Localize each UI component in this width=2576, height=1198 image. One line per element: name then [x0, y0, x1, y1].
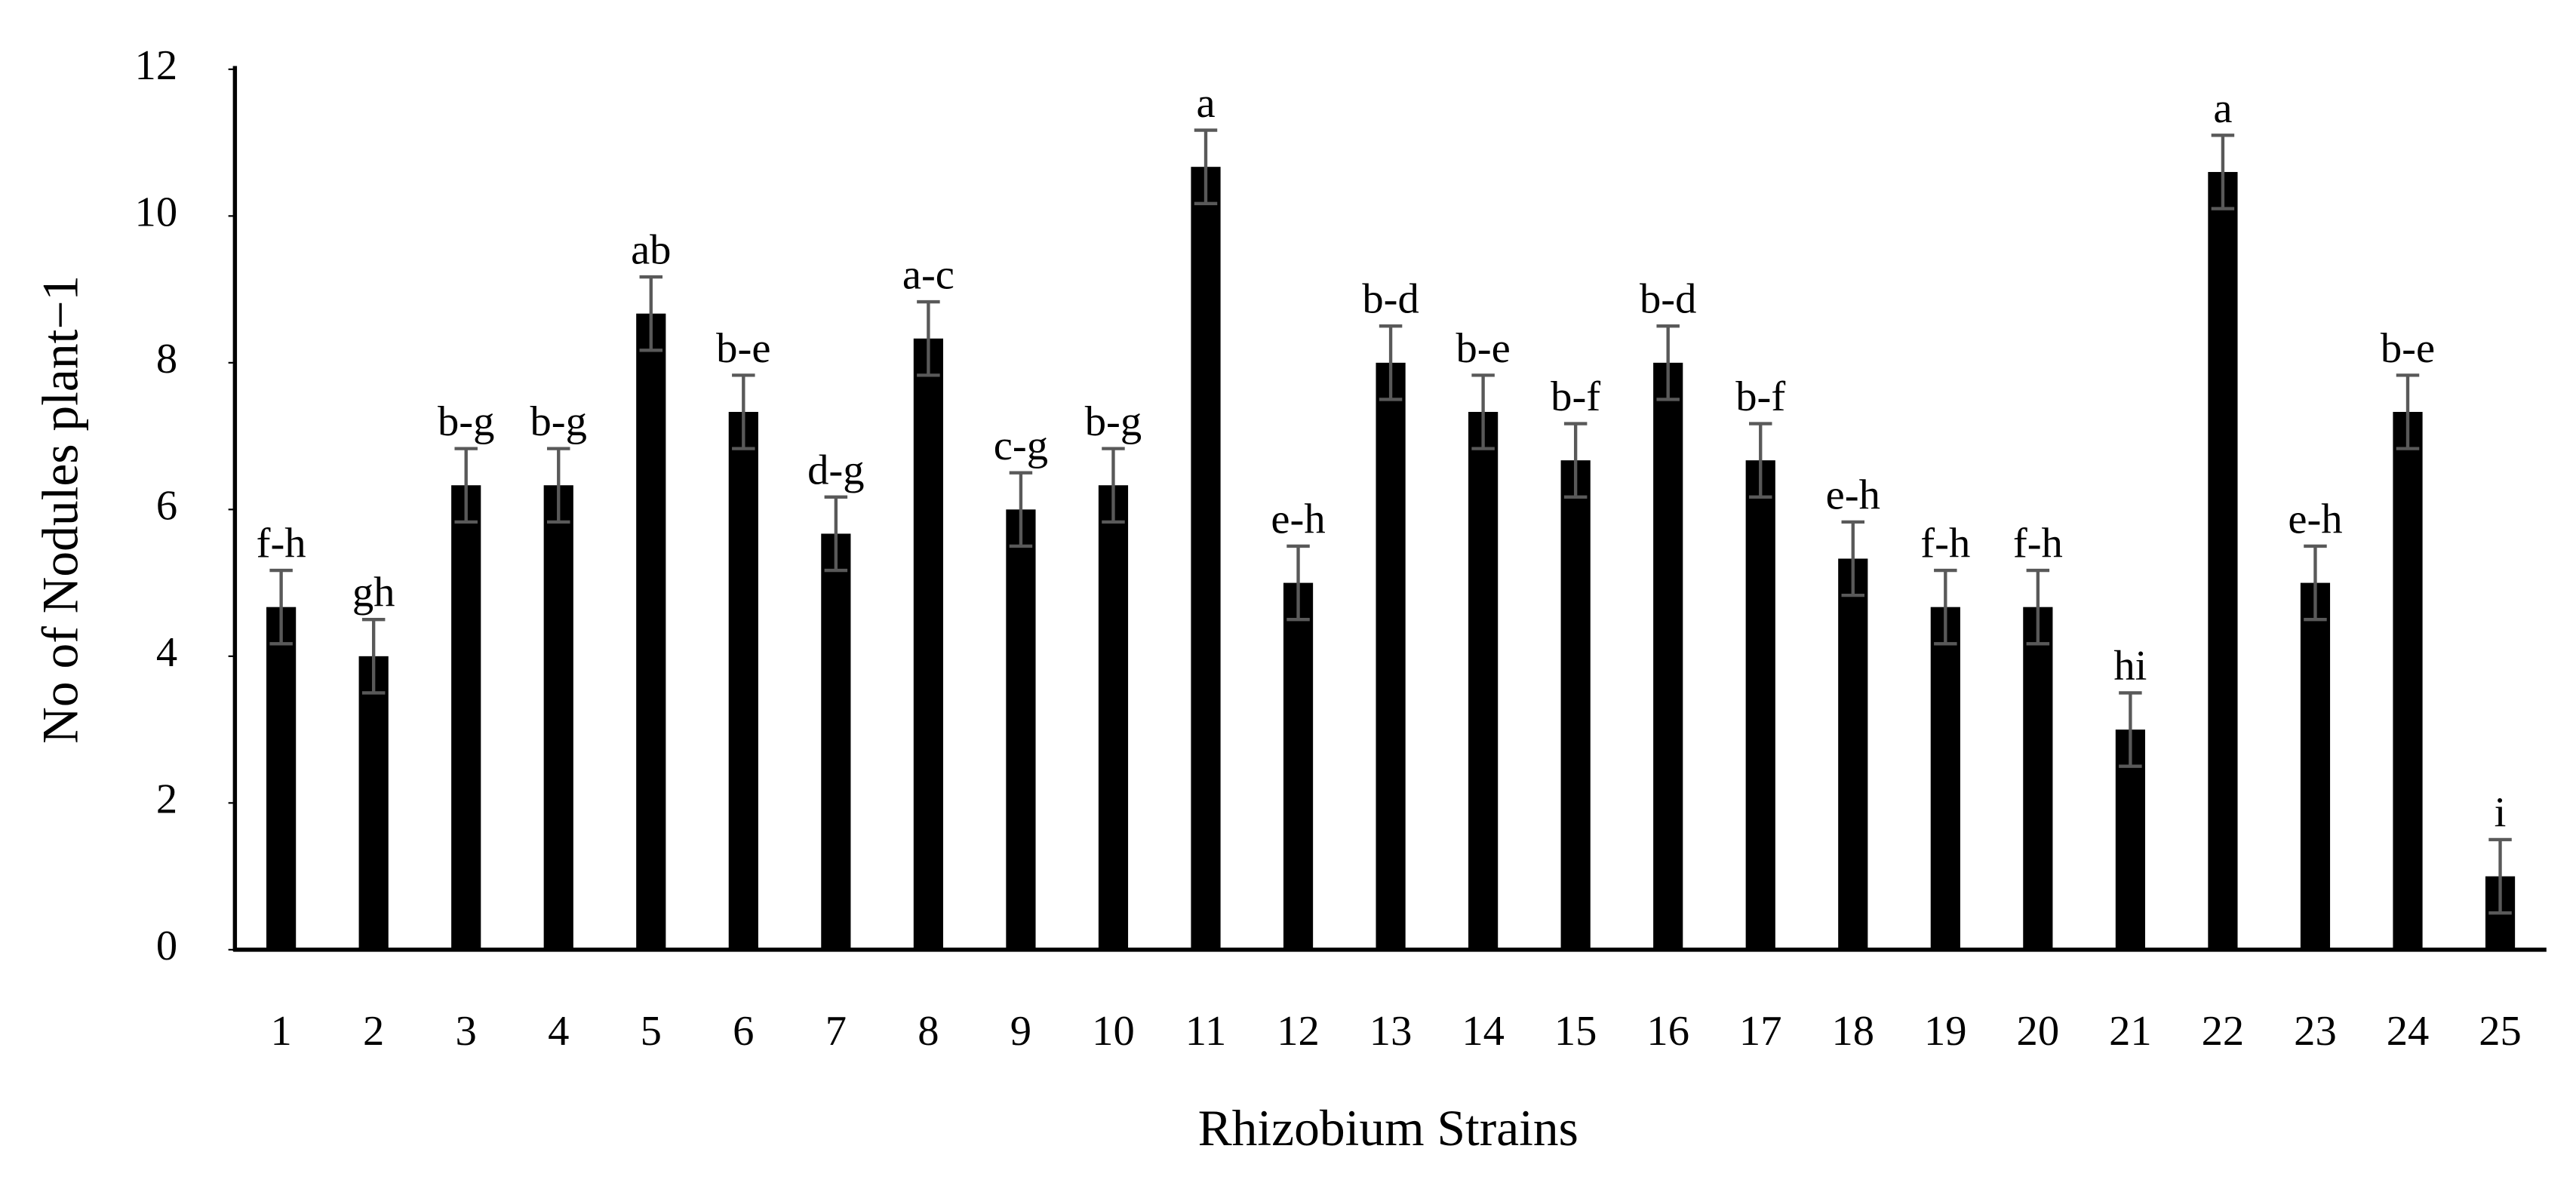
significance-label: b-g	[530, 398, 587, 445]
significance-label: e-h	[2288, 496, 2342, 542]
significance-label: b-e	[2381, 325, 2435, 372]
x-tick-label: 12	[1277, 1008, 1320, 1055]
y-tick-label: 8	[156, 336, 177, 382]
significance-label: hi	[2113, 643, 2147, 690]
significance-label: i	[2495, 789, 2507, 836]
significance-label: a-c	[902, 252, 954, 299]
significance-label: b-f	[1735, 373, 1785, 420]
bar	[1653, 362, 1683, 950]
bar	[821, 533, 851, 950]
bar	[2208, 171, 2238, 950]
x-tick-label: 22	[2202, 1008, 2245, 1055]
y-tick-label: 6	[156, 482, 177, 529]
significance-label: c-g	[994, 422, 1048, 469]
bar	[1930, 607, 1960, 950]
x-tick-label: 23	[2294, 1008, 2337, 1055]
significance-label: e-h	[1826, 472, 1880, 518]
x-tick-label: 4	[548, 1008, 569, 1055]
significance-label: b-d	[1362, 276, 1419, 323]
x-tick-label: 6	[733, 1008, 754, 1055]
x-tick-label: 11	[1185, 1008, 1227, 1055]
bar	[2300, 582, 2331, 950]
x-tick-label: 7	[825, 1008, 847, 1055]
bar	[913, 338, 943, 950]
y-tick-label: 2	[156, 776, 177, 822]
bar	[451, 485, 481, 950]
x-tick-label: 17	[1739, 1008, 1782, 1055]
x-tick-label: 19	[1924, 1008, 1967, 1055]
x-tick-label: 3	[456, 1008, 477, 1055]
y-tick-label: 4	[156, 629, 177, 676]
bar	[1838, 558, 1868, 950]
significance-label: b-d	[1640, 276, 1696, 323]
bar	[728, 411, 758, 950]
bar	[1098, 485, 1129, 950]
significance-label: gh	[352, 570, 395, 616]
x-tick-label: 1	[270, 1008, 291, 1055]
significance-label: f-h	[1920, 521, 1970, 567]
bar	[1468, 411, 1499, 950]
x-tick-label: 2	[363, 1008, 384, 1055]
x-tick-label: 5	[641, 1008, 662, 1055]
x-tick-label: 9	[1010, 1008, 1031, 1055]
x-tick-label: 8	[918, 1008, 939, 1055]
significance-label: b-g	[438, 398, 494, 445]
bar	[1745, 460, 1775, 950]
x-tick-label: 24	[2387, 1008, 2430, 1055]
x-tick-label: 20	[2017, 1008, 2060, 1055]
significance-label: b-g	[1085, 398, 1142, 445]
bar	[1560, 460, 1591, 950]
y-tick-label: 12	[135, 42, 178, 89]
bar	[2023, 607, 2053, 950]
x-axis-label: Rhizobium Strains	[1198, 1100, 1578, 1157]
significance-label: b-f	[1551, 373, 1600, 420]
significance-label: b-e	[1456, 325, 1510, 372]
significance-label: a	[2213, 85, 2232, 132]
bar	[1283, 582, 1314, 950]
significance-label: b-e	[716, 325, 770, 372]
y-tick-label: 10	[135, 189, 178, 235]
bar	[266, 607, 297, 950]
x-tick-label: 18	[1831, 1008, 1874, 1055]
bar	[1006, 509, 1036, 950]
significance-label: ab	[631, 227, 671, 274]
bar	[543, 485, 573, 950]
x-tick-label: 10	[1092, 1008, 1135, 1055]
significance-label: f-h	[257, 521, 306, 567]
x-tick-label: 16	[1646, 1008, 1689, 1055]
y-tick-label: 0	[156, 923, 177, 969]
y-axis-label: No of Nodules plant−1	[32, 275, 89, 744]
bar	[636, 313, 666, 950]
significance-label: d-g	[807, 447, 864, 493]
x-tick-label: 13	[1369, 1008, 1412, 1055]
x-tick-label: 21	[2109, 1008, 2152, 1055]
significance-label: f-h	[2013, 521, 2063, 567]
bar	[358, 656, 389, 950]
bar	[1376, 362, 1406, 950]
x-tick-label: 25	[2479, 1008, 2522, 1055]
x-tick-label: 15	[1554, 1008, 1597, 1055]
bar	[2393, 411, 2423, 950]
bar	[1191, 167, 1221, 950]
significance-label: a	[1196, 80, 1215, 127]
significance-label: e-h	[1271, 496, 1325, 542]
x-tick-label: 14	[1462, 1008, 1505, 1055]
